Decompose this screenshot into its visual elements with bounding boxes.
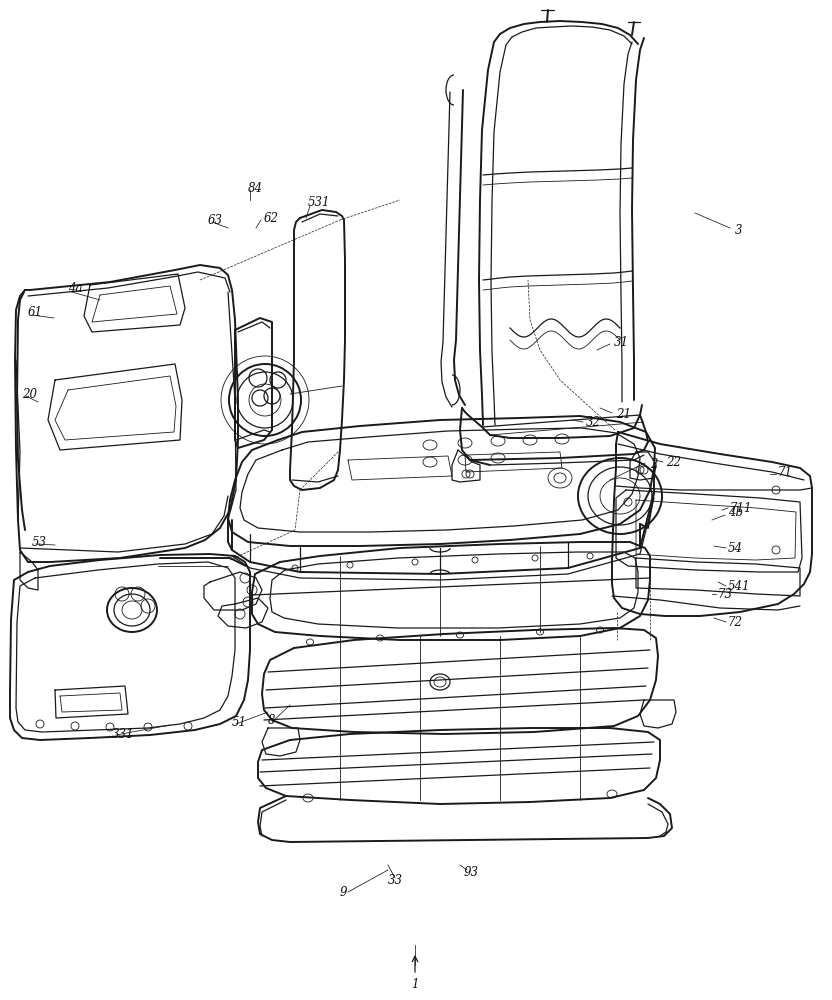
Text: 9: 9: [340, 886, 348, 900]
Text: 20: 20: [22, 388, 37, 401]
Text: 62: 62: [264, 212, 279, 225]
Text: 541: 541: [728, 580, 750, 592]
Text: 63: 63: [208, 214, 223, 227]
Text: 2: 2: [650, 458, 657, 472]
Text: 32: 32: [586, 416, 601, 428]
Text: 711: 711: [730, 502, 752, 514]
Text: 51: 51: [232, 716, 247, 730]
Text: 71: 71: [778, 466, 793, 479]
Text: 4b: 4b: [728, 506, 743, 520]
Text: 531: 531: [308, 196, 330, 210]
Text: 1: 1: [411, 978, 418, 992]
Text: 53: 53: [32, 536, 47, 548]
Text: 22: 22: [666, 456, 681, 468]
Text: 73: 73: [718, 587, 733, 600]
Text: 54: 54: [728, 542, 743, 554]
Text: 72: 72: [728, 615, 743, 629]
Text: 31: 31: [614, 336, 629, 349]
Text: 93: 93: [464, 865, 479, 879]
Text: 84: 84: [248, 182, 263, 194]
Text: 3: 3: [735, 224, 742, 236]
Text: 8: 8: [268, 714, 275, 726]
Text: 61: 61: [28, 306, 43, 320]
Text: 331: 331: [112, 728, 135, 742]
Text: 4a: 4a: [68, 282, 82, 294]
Text: 21: 21: [616, 408, 631, 422]
Text: 33: 33: [388, 874, 403, 886]
